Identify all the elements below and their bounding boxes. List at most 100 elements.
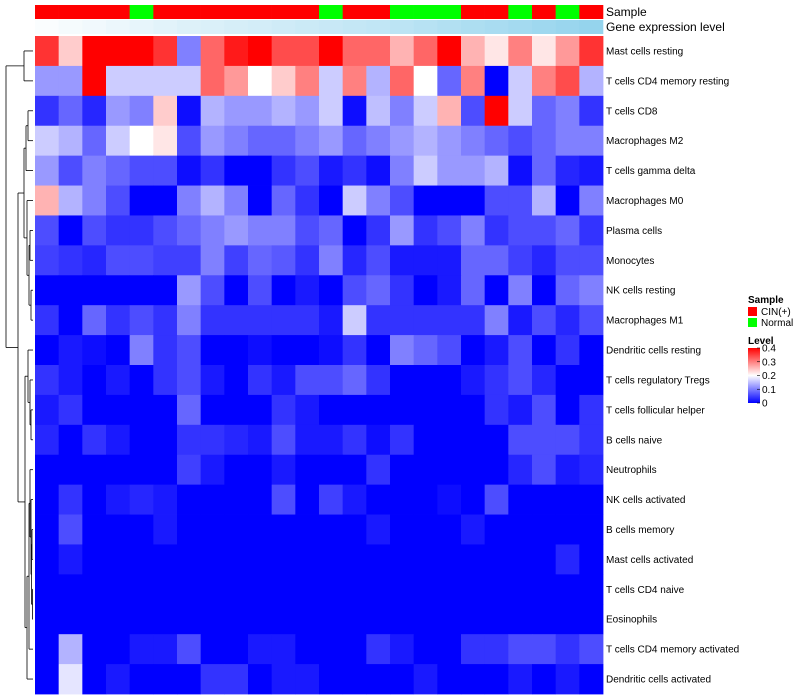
- heatmap-cell: [532, 65, 557, 97]
- heatmap-cell: [461, 544, 486, 575]
- sample-anno-cell: [177, 5, 201, 19]
- heatmap-cell: [555, 36, 580, 67]
- heatmap-cell: [508, 335, 533, 366]
- heatmap-cell: [106, 36, 131, 67]
- heatmap-cell: [200, 95, 225, 127]
- heatmap-cell: [390, 454, 415, 486]
- heatmap-cell: [413, 215, 438, 246]
- heatmap-cell: [508, 454, 533, 486]
- heatmap-cell: [437, 634, 462, 665]
- heatmap-cell: [366, 574, 391, 605]
- heatmap-cell: [295, 394, 320, 426]
- heatmap-cell: [390, 245, 415, 276]
- heatmap-cell: [271, 185, 296, 216]
- heatmap-cell: [35, 544, 60, 575]
- heatmap-cell: [271, 574, 296, 605]
- heatmap-cell: [35, 215, 60, 246]
- heatmap-cell: [224, 305, 249, 336]
- row-label: NK cells activated: [606, 495, 685, 506]
- heatmap-cell: [366, 275, 391, 306]
- heatmap-cell: [579, 215, 604, 246]
- heatmap-cell: [177, 604, 202, 635]
- heatmap-cell: [413, 125, 438, 157]
- heatmap-cell: [532, 335, 557, 366]
- heatmap-cell: [35, 95, 60, 127]
- heatmap-cell: [319, 245, 344, 276]
- heatmap-cell: [366, 95, 391, 127]
- sample-anno-cell: [413, 5, 438, 19]
- heatmap-cell: [248, 664, 273, 695]
- heatmap-cell: [342, 454, 367, 486]
- heatmap-cell: [319, 604, 344, 635]
- heatmap-cell: [484, 604, 509, 635]
- row-label: Mast cells activated: [606, 555, 693, 566]
- heatmap-cell: [82, 155, 107, 186]
- heatmap-cell: [295, 335, 320, 366]
- heatmap-cell: [200, 454, 225, 486]
- heatmap-cell: [508, 514, 533, 545]
- heatmap-cell: [508, 424, 533, 456]
- heatmap-cell: [532, 125, 557, 157]
- heatmap-cell: [177, 394, 202, 426]
- heatmap-cell: [390, 95, 415, 127]
- heatmap-cell: [413, 275, 438, 306]
- heatmap-cell: [177, 544, 202, 575]
- heatmap-cell: [224, 65, 249, 97]
- heatmap-cell: [579, 95, 604, 127]
- heatmap-cell: [437, 65, 462, 97]
- expression-anno-cell: [177, 20, 201, 34]
- heatmap-cell: [58, 305, 83, 336]
- heatmap-cell: [153, 65, 178, 97]
- expression-anno-cell: [35, 20, 59, 34]
- heatmap-cell: [342, 185, 367, 216]
- row-label: NK cells resting: [606, 286, 675, 297]
- heatmap-cell: [129, 125, 154, 157]
- heatmap-cell: [555, 215, 580, 246]
- heatmap-cell: [579, 36, 604, 67]
- heatmap-cell: [555, 245, 580, 276]
- heatmap-cell: [319, 155, 344, 186]
- heatmap-cell: [484, 245, 509, 276]
- heatmap-cell: [437, 155, 462, 186]
- heatmap-cell: [532, 424, 557, 456]
- heatmap-cell: [35, 155, 60, 186]
- heatmap-cell: [106, 454, 131, 486]
- heatmap-cell: [271, 664, 296, 695]
- heatmap-cell: [271, 65, 296, 97]
- heatmap-cell: [437, 335, 462, 366]
- heatmap-cell: [82, 335, 107, 366]
- heatmap-cell: [224, 484, 249, 515]
- heatmap-cell: [579, 125, 604, 157]
- heatmap-cell: [58, 484, 83, 515]
- heatmap-cell: [271, 36, 296, 67]
- heatmap-cell: [532, 305, 557, 336]
- heatmap-cell: [153, 454, 178, 486]
- heatmap-cell: [271, 484, 296, 515]
- heatmap-cell: [82, 484, 107, 515]
- heatmap-cell: [366, 424, 391, 456]
- heatmap-cell: [153, 335, 178, 366]
- heatmap-cell: [437, 275, 462, 306]
- row-dendrogram: [5, 50, 33, 680]
- heatmap-cell: [508, 275, 533, 306]
- heatmap-cell: [248, 394, 273, 426]
- heatmap-cell: [461, 454, 486, 486]
- heatmap-cell: [319, 514, 344, 545]
- sample-anno-cell: [271, 5, 296, 19]
- heatmap-cell: [508, 664, 533, 695]
- heatmap-cell: [532, 245, 557, 276]
- heatmap-cell: [366, 125, 391, 157]
- heatmap-cell: [177, 335, 202, 366]
- heatmap-cell: [200, 544, 225, 575]
- heatmap-cell: [295, 305, 320, 336]
- sample-anno-cell: [390, 5, 414, 19]
- heatmap-cell: [555, 65, 580, 97]
- heatmap-cell: [319, 36, 344, 67]
- heatmap-cell: [342, 664, 367, 695]
- heatmap-cell: [82, 36, 107, 67]
- heatmap-cell: [366, 185, 391, 216]
- heatmap-cell: [153, 484, 178, 515]
- heatmap-cell: [484, 544, 509, 575]
- heatmap-cell: [106, 424, 131, 456]
- sample-anno-cell: [532, 5, 556, 19]
